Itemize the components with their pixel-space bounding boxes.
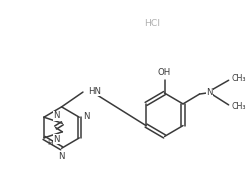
Text: N: N: [53, 111, 60, 120]
Text: N: N: [83, 112, 90, 121]
Text: CH₃: CH₃: [232, 102, 246, 111]
Text: N: N: [206, 88, 212, 97]
Text: HN: HN: [88, 87, 101, 96]
Text: OH: OH: [158, 68, 171, 77]
Text: N: N: [58, 152, 65, 161]
Text: N: N: [53, 135, 60, 144]
Text: CH₃: CH₃: [232, 74, 246, 83]
Text: HCl: HCl: [144, 19, 160, 27]
Text: H: H: [47, 140, 53, 146]
